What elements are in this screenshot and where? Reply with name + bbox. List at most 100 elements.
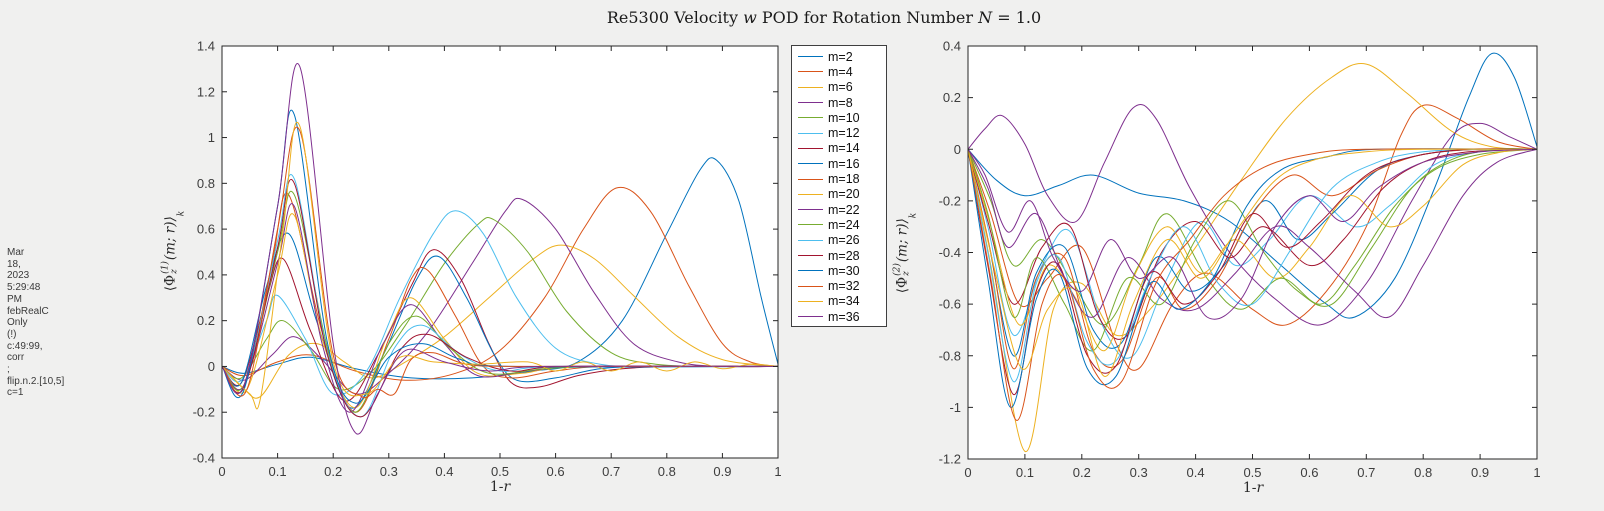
x-tick-label: 0.8 xyxy=(658,464,676,479)
legend-entry-m=32[interactable]: m=32 xyxy=(792,278,886,293)
ylabel-main: (m; r)⟩ xyxy=(163,216,179,261)
left-plot-xlabel: 1-r xyxy=(490,479,510,495)
x-tick-label: 0.4 xyxy=(435,464,453,479)
ylabel-pre: ⟨Φ xyxy=(163,274,179,292)
ylabel-main: (m; r)⟩ xyxy=(895,218,911,263)
left-plot-ylabel: ⟨Φ (1) z (m; r)⟩ k xyxy=(161,211,187,292)
legend-entry-m=26[interactable]: m=26 xyxy=(792,233,886,248)
timestamp-line: c=1 xyxy=(7,387,24,399)
legend-line-sample xyxy=(798,102,823,104)
y-tick-label: 0 xyxy=(954,142,961,157)
legend-entry-m=36[interactable]: m=36 xyxy=(792,309,886,324)
legend-entry-m=18[interactable]: m=18 xyxy=(792,171,886,186)
series-line-m=32 xyxy=(967,148,1538,421)
y-tick-label: -0.4 xyxy=(193,451,215,466)
legend-label: m=12 xyxy=(828,126,860,141)
xlabel-var: r xyxy=(503,479,511,495)
ylabel-supsub: (2) z xyxy=(893,263,913,276)
legend-entry-m=14[interactable]: m=14 xyxy=(792,141,886,156)
legend-entry-m=12[interactable]: m=12 xyxy=(792,125,886,140)
series-line-m=36 xyxy=(967,148,1538,320)
y-tick-label: 0.4 xyxy=(943,39,961,54)
series-line-m=12 xyxy=(221,210,779,396)
legend-line-sample xyxy=(798,132,823,134)
ylabel-sub: z xyxy=(170,269,180,274)
legend-label: m=22 xyxy=(828,202,860,217)
x-tick-label: 0.1 xyxy=(1016,465,1034,480)
legend-entry-m=10[interactable]: m=10 xyxy=(792,110,886,125)
timestamp-line: Mar xyxy=(7,247,25,258)
y-tick-label: -0.2 xyxy=(939,193,961,208)
timestamp-line: 18, xyxy=(7,258,21,270)
series-line-m=8 xyxy=(967,103,1538,326)
series-line-m=32 xyxy=(221,126,779,399)
legend[interactable]: m=2 m=4 m=6 m=8 m=10 m=12 m=14 m=16 m=18 m=20 m=22… xyxy=(791,45,887,327)
x-tick-label: 0.6 xyxy=(1300,465,1318,480)
right-plot-xlabel: 1-r xyxy=(1243,480,1263,496)
legend-label: m=28 xyxy=(828,248,860,263)
x-tick-label: 0.9 xyxy=(713,464,731,479)
y-tick-label: 1.4 xyxy=(197,39,215,54)
y-tick-label: 0.4 xyxy=(197,267,215,282)
legend-entry-m=8[interactable]: m=8 xyxy=(792,95,886,110)
legend-entry-m=28[interactable]: m=28 xyxy=(792,248,886,263)
timestamp-line: (!) xyxy=(7,328,17,340)
legend-entry-m=16[interactable]: m=16 xyxy=(792,156,886,171)
legend-line-sample xyxy=(798,163,823,165)
legend-label: m=10 xyxy=(828,110,860,125)
x-tick-label: 0.7 xyxy=(602,464,620,479)
series-line-m=24 xyxy=(221,191,779,413)
y-tick-label: 0.8 xyxy=(197,176,215,191)
title-text: POD for Rotation Number xyxy=(756,8,979,27)
legend-entry-m=2[interactable]: m=2 xyxy=(792,49,886,64)
legend-line-sample xyxy=(798,147,823,149)
legend-entry-m=24[interactable]: m=24 xyxy=(792,217,886,232)
legend-line-sample xyxy=(798,285,823,287)
x-tick-label: 0.4 xyxy=(1187,465,1205,480)
x-tick-label: 0.5 xyxy=(1243,465,1261,480)
y-tick-label: 0 xyxy=(208,359,215,374)
y-tick-label: 0.2 xyxy=(197,313,215,328)
y-tick-label: -0.2 xyxy=(193,405,215,420)
legend-line-sample xyxy=(798,255,823,256)
legend-label: m=2 xyxy=(828,49,853,64)
y-tick-label: 1 xyxy=(208,130,215,145)
right-plot-ylabel: ⟨Φ (2) z (m; r)⟩ k xyxy=(893,213,919,294)
x-tick-label: 0.8 xyxy=(1414,465,1432,480)
title-text: = 1.0 xyxy=(992,8,1042,27)
timestamp-line: 5:29:48 xyxy=(7,282,41,294)
timestamp-annotation: Mar 18, 2023 5:29:48 PM febRealC Only (!) c:49:9… xyxy=(7,247,64,399)
series-line-m=2 xyxy=(967,52,1538,319)
series-line-m=6 xyxy=(221,244,779,399)
x-tick-label: 0.2 xyxy=(1073,465,1091,480)
series-line-m=14 xyxy=(967,148,1538,340)
legend-entry-m=20[interactable]: m=20 xyxy=(792,187,886,202)
timestamp-line: flip.n.2.[10,5] xyxy=(7,375,65,387)
legend-label: m=26 xyxy=(828,233,860,248)
title-text: Re5300 Velocity xyxy=(606,8,744,27)
legend-entry-m=6[interactable]: m=6 xyxy=(792,80,886,95)
x-tick-label: 0.7 xyxy=(1357,465,1375,480)
legend-entry-m=34[interactable]: m=34 xyxy=(792,294,886,309)
legend-label: m=24 xyxy=(828,217,860,232)
legend-entry-m=30[interactable]: m=30 xyxy=(792,263,886,278)
legend-entry-m=22[interactable]: m=22 xyxy=(792,202,886,217)
ylabel-endsub: k xyxy=(176,210,187,217)
figure-title: Re5300 Velocity w POD for Rotation Numbe… xyxy=(607,8,1041,27)
legend-line-sample xyxy=(798,316,823,318)
legend-line-sample xyxy=(798,224,823,226)
series-line-m=10 xyxy=(967,148,1538,326)
legend-line-sample xyxy=(798,209,823,211)
xlabel-var: r xyxy=(1256,480,1264,496)
x-tick-label: 0.1 xyxy=(269,464,287,479)
series-line-m=10 xyxy=(221,217,779,391)
ylabel-sub: z xyxy=(902,271,912,276)
legend-entry-m=4[interactable]: m=4 xyxy=(792,64,886,79)
legend-line-sample xyxy=(798,193,823,195)
ylabel-pre: ⟨Φ xyxy=(895,276,911,294)
legend-line-sample xyxy=(798,178,823,180)
plot-area xyxy=(222,46,778,458)
y-tick-label: 0.2 xyxy=(943,90,961,105)
legend-label: m=30 xyxy=(828,263,860,278)
x-tick-label: 0.2 xyxy=(324,464,342,479)
